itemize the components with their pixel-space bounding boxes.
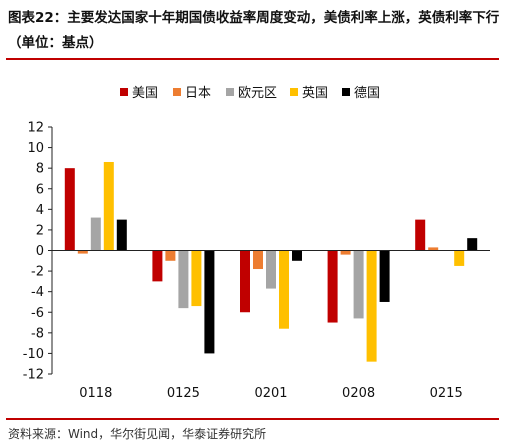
bar <box>454 250 465 266</box>
bar <box>327 250 338 323</box>
source-note: 资料来源：Wind，华尔街见闻，华泰证券研究所 <box>8 427 267 441</box>
y-tick-label: 6 <box>36 182 44 197</box>
legend: 美国 日本 欧元区 英国 德国 <box>120 86 380 101</box>
y-tick-label: 4 <box>36 203 44 218</box>
x-axis: 0118 0125 0201 0208 0215 <box>52 250 490 401</box>
y-tick-label: -6 <box>31 306 44 321</box>
x-tick-label: 0201 <box>254 386 287 401</box>
y-tick-label: -10 <box>23 347 44 362</box>
bar <box>292 250 302 261</box>
bar <box>467 238 478 251</box>
bars <box>64 161 478 362</box>
bar <box>253 250 263 270</box>
figure-title: 图表22：主要发达国家十年期国债收益率周度变动，美债利率上涨，英债利率下行（单位… <box>8 6 500 56</box>
legend-label: 英国 <box>302 86 328 101</box>
bar <box>165 250 176 261</box>
y-tick-label: 10 <box>27 141 44 156</box>
bottom-divider <box>6 418 499 420</box>
bar <box>178 250 189 309</box>
bar <box>103 161 114 251</box>
bar-chart: 美国 日本 欧元区 英国 德国 12 10 8 6 4 2 0 -2 -4 -6 -8 -10 -12 0118… <box>23 86 490 401</box>
legend-label: 欧元区 <box>238 86 277 101</box>
legend-swatch <box>290 88 298 96</box>
legend-swatch <box>226 88 234 96</box>
y-tick-label: -2 <box>31 265 44 280</box>
y-tick-label: 8 <box>36 162 44 177</box>
bar <box>64 168 75 251</box>
x-tick-label: 0125 <box>167 386 200 401</box>
bar <box>152 250 163 282</box>
bar <box>240 250 250 313</box>
top-divider <box>6 58 499 60</box>
bar <box>266 250 276 289</box>
x-tick-label: 0208 <box>342 386 375 401</box>
bar <box>116 219 127 251</box>
y-axis: 12 10 8 6 4 2 0 -2 -4 -6 -8 -10 -12 <box>23 121 53 383</box>
bar <box>77 250 88 254</box>
legend-label: 德国 <box>354 86 380 101</box>
legend-swatch <box>173 88 181 96</box>
bar <box>415 219 426 251</box>
figure-title-text: 主要发达国家十年期国债收益率周度变动，美债利率上涨，英债利率下行（单位：基点） <box>8 10 500 51</box>
x-tick-label: 0215 <box>430 386 463 401</box>
bar <box>379 250 390 302</box>
legend-swatch <box>342 88 350 96</box>
bar <box>340 250 351 255</box>
legend-label: 美国 <box>132 86 158 101</box>
y-tick-label: -12 <box>23 368 44 383</box>
bar <box>428 247 439 251</box>
figure-number: 图表22： <box>8 10 68 26</box>
bar <box>90 217 101 251</box>
x-tick-label: 0118 <box>79 386 112 401</box>
bar <box>204 250 215 354</box>
y-tick-label: -4 <box>31 285 44 300</box>
bar <box>279 250 289 329</box>
y-tick-label: -8 <box>31 326 44 341</box>
bar <box>366 250 377 362</box>
y-tick-label: 12 <box>27 121 44 136</box>
bar <box>191 250 202 307</box>
bar <box>353 250 364 319</box>
legend-swatch <box>120 88 128 96</box>
y-tick-label: 2 <box>36 223 44 238</box>
y-tick-label: 0 <box>36 244 44 259</box>
legend-label: 日本 <box>185 86 211 101</box>
